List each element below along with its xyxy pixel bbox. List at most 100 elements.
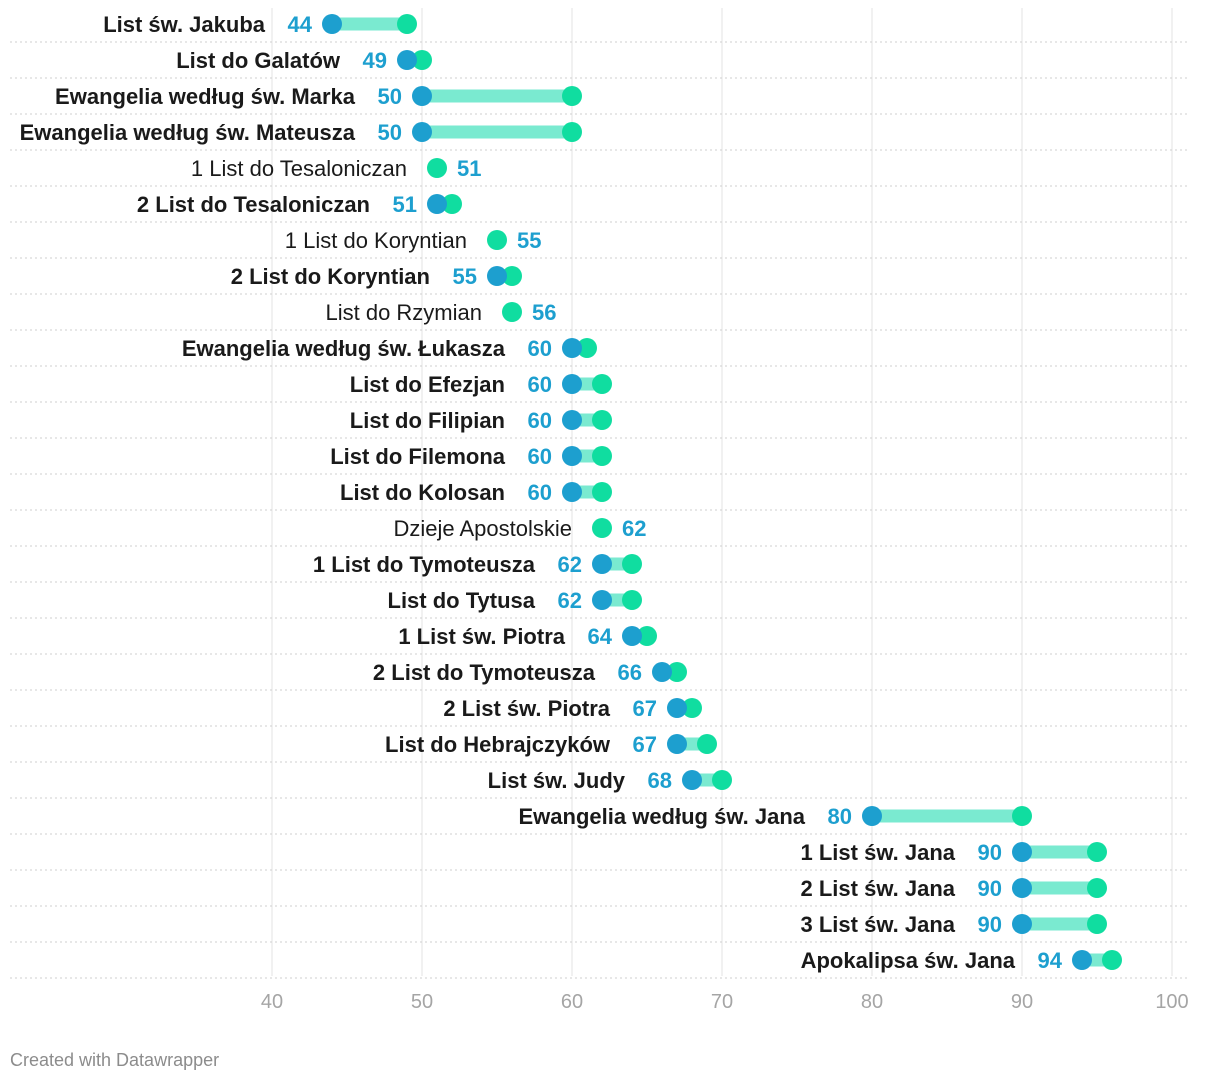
value-label: 68 <box>648 768 672 793</box>
end-dot <box>682 698 702 718</box>
end-dot <box>592 374 612 394</box>
end-dot <box>502 302 522 322</box>
value-label: 56 <box>532 300 556 325</box>
start-dot <box>652 662 672 682</box>
start-dot <box>562 482 582 502</box>
start-dot <box>682 770 702 790</box>
row-label: 2 List św. Jana <box>801 876 956 901</box>
data-row: 60 List do Efezjan <box>350 372 612 397</box>
dot-range-chart: 44 List św. Jakuba 49 List do Galatów 50 Ewan… <box>10 8 1189 1013</box>
value-label: 67 <box>633 696 657 721</box>
row-label: Ewangelia według św. Łukasza <box>182 336 506 361</box>
end-dot <box>397 14 417 34</box>
end-dot <box>427 158 447 178</box>
data-row: 90 1 List św. Jana <box>801 840 1107 865</box>
value-label: 80 <box>828 804 852 829</box>
start-dot <box>622 626 642 646</box>
value-label: 64 <box>588 624 613 649</box>
data-row: 62 Dzieje Apostolskie <box>393 516 646 541</box>
data-row: 90 2 List św. Jana <box>801 876 1107 901</box>
row-label: List do Filemona <box>330 444 506 469</box>
start-dot <box>667 734 687 754</box>
start-dot <box>592 554 612 574</box>
start-dot <box>412 86 432 106</box>
value-label: 44 <box>288 12 313 37</box>
row-label: 1 List św. Piotra <box>398 624 565 649</box>
end-dot <box>712 770 732 790</box>
start-dot <box>862 806 882 826</box>
data-row: 60 List do Filipian <box>350 408 612 433</box>
data-row: 60 Ewangelia według św. Łukasza <box>182 336 597 361</box>
value-label: 60 <box>528 408 552 433</box>
row-label: 1 List św. Jana <box>801 840 956 865</box>
end-dot <box>577 338 597 358</box>
start-dot <box>562 374 582 394</box>
data-row: 80 Ewangelia według św. Jana <box>519 804 1032 829</box>
value-label: 90 <box>978 840 1002 865</box>
start-dot <box>412 122 432 142</box>
data-row: 51 1 List do Tesaloniczan <box>191 156 482 181</box>
end-dot <box>562 122 582 142</box>
x-tick-label: 50 <box>411 991 433 1013</box>
end-dot <box>592 482 612 502</box>
end-dot <box>1087 914 1107 934</box>
value-label: 55 <box>517 228 541 253</box>
value-label: 94 <box>1038 948 1063 973</box>
credit-text: Created with Datawrapper <box>10 1050 220 1070</box>
x-axis: 40 50 60 70 80 90 100 <box>261 991 1189 1013</box>
data-row: 55 1 List do Koryntian <box>285 228 542 253</box>
start-dot <box>1072 950 1092 970</box>
value-label: 62 <box>558 552 582 577</box>
data-row: 62 List do Tytusa <box>388 588 642 613</box>
x-tick-label: 70 <box>711 991 733 1013</box>
end-dot <box>1087 878 1107 898</box>
x-tick-label: 60 <box>561 991 583 1013</box>
row-label: List św. Jakuba <box>103 12 266 37</box>
row-label: Apokalipsa św. Jana <box>801 948 1016 973</box>
start-dot <box>1012 842 1032 862</box>
data-row: 60 List do Kolosan <box>340 480 612 505</box>
value-label: 60 <box>528 444 552 469</box>
start-dot <box>562 338 582 358</box>
x-tick-label: 100 <box>1155 991 1188 1013</box>
data-row: 64 1 List św. Piotra <box>398 624 657 649</box>
row-label: 2 List do Tesaloniczan <box>137 192 370 217</box>
row-label: List do Rzymian <box>325 300 482 325</box>
row-label: 2 List do Koryntian <box>231 264 430 289</box>
start-dot <box>397 50 417 70</box>
row-label: List do Galatów <box>176 48 341 73</box>
end-dot <box>697 734 717 754</box>
data-row: 50 Ewangelia według św. Mateusza <box>20 120 582 145</box>
row-label: 3 List św. Jana <box>801 912 956 937</box>
data-row: 49 List do Galatów <box>176 48 432 73</box>
row-label: List do Filipian <box>350 408 505 433</box>
end-dot <box>637 626 657 646</box>
start-dot <box>667 698 687 718</box>
end-dot <box>487 230 507 250</box>
value-label: 62 <box>622 516 646 541</box>
data-row: 68 List św. Judy <box>488 768 732 793</box>
row-label: List do Hebrajczyków <box>385 732 611 757</box>
start-dot <box>1012 914 1032 934</box>
data-row: 66 2 List do Tymoteusza <box>373 660 687 685</box>
end-dot <box>592 410 612 430</box>
start-dot <box>562 410 582 430</box>
x-tick-label: 40 <box>261 991 283 1013</box>
row-dotted-lines <box>10 41 1188 979</box>
end-dot <box>562 86 582 106</box>
data-row: 67 2 List św. Piotra <box>443 696 702 721</box>
data-row: 67 List do Hebrajczyków <box>385 732 717 757</box>
row-label: List do Tytusa <box>388 588 536 613</box>
end-dot <box>622 554 642 574</box>
row-label: 2 List do Tymoteusza <box>373 660 596 685</box>
row-label: 1 List do Tymoteusza <box>313 552 536 577</box>
row-label: Dzieje Apostolskie <box>393 516 572 541</box>
x-tick-label: 90 <box>1011 991 1033 1013</box>
value-label: 62 <box>558 588 582 613</box>
value-label: 60 <box>528 336 552 361</box>
start-dot <box>1012 878 1032 898</box>
end-dot <box>502 266 522 286</box>
data-row: 94 Apokalipsa św. Jana <box>801 948 1122 973</box>
end-dot <box>412 50 432 70</box>
chart-marks: 44 List św. Jakuba 49 List do Galatów 50 Ewan… <box>20 12 1122 973</box>
